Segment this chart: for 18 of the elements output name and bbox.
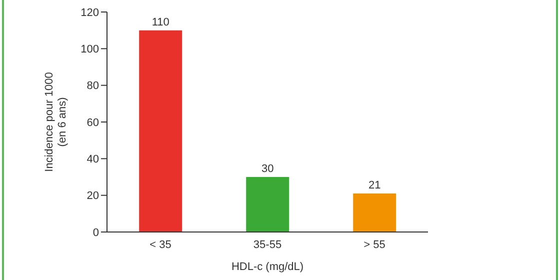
y-tick-label: 100 — [80, 44, 99, 56]
y-tick-label: 80 — [86, 80, 99, 92]
bar — [353, 194, 396, 232]
y-tick-label: 120 — [80, 6, 99, 19]
data-label: 21 — [368, 180, 381, 192]
y-axis-title: Incidence pour 1000 (en 6 ans) — [44, 72, 68, 172]
y-tick-label: 20 — [86, 190, 99, 202]
y-tick-label: 0 — [92, 226, 99, 239]
data-label: 110 — [152, 16, 170, 28]
bar — [139, 30, 182, 232]
x-tick-label: < 35 — [150, 238, 172, 251]
bar — [246, 177, 290, 232]
x-tick-label: 35-55 — [253, 238, 282, 251]
y-tick-label: 60 — [86, 116, 99, 129]
x-axis-title: HDL-c (mg/dL) — [231, 261, 304, 273]
x-tick-label: > 55 — [364, 238, 386, 251]
data-label: 30 — [261, 163, 274, 175]
y-tick-label: 40 — [86, 154, 99, 166]
